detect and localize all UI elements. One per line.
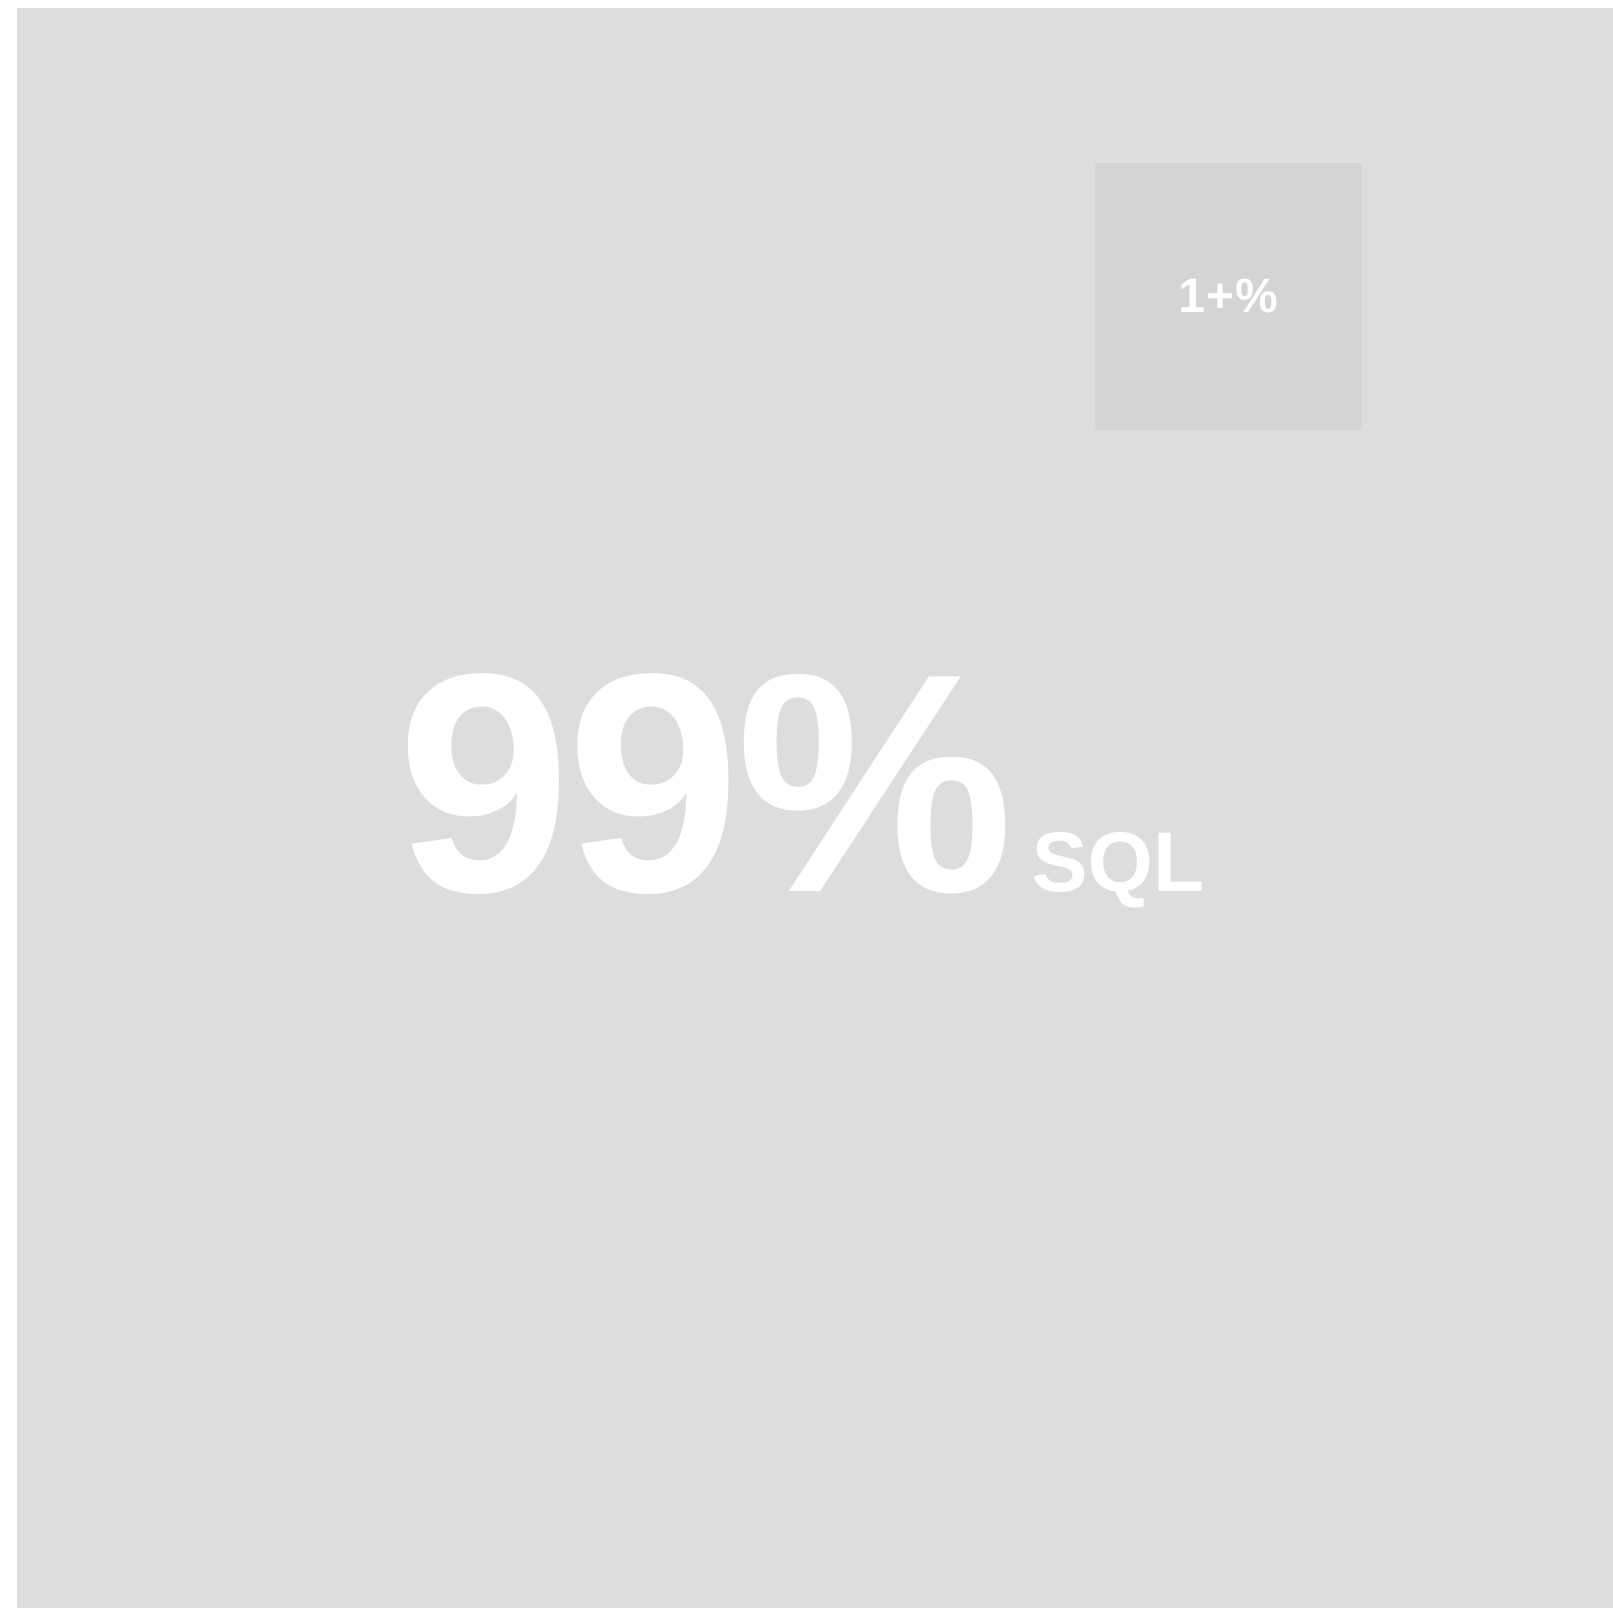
headline: 99% SQL: [397, 628, 1204, 940]
badge: 1+%: [1095, 163, 1362, 430]
headline-value: 99%: [397, 610, 1013, 958]
headline-suffix: SQL: [1031, 815, 1205, 909]
badge-text: 1+%: [1178, 270, 1279, 323]
panel: 1+% 99% SQL: [17, 8, 1613, 1608]
